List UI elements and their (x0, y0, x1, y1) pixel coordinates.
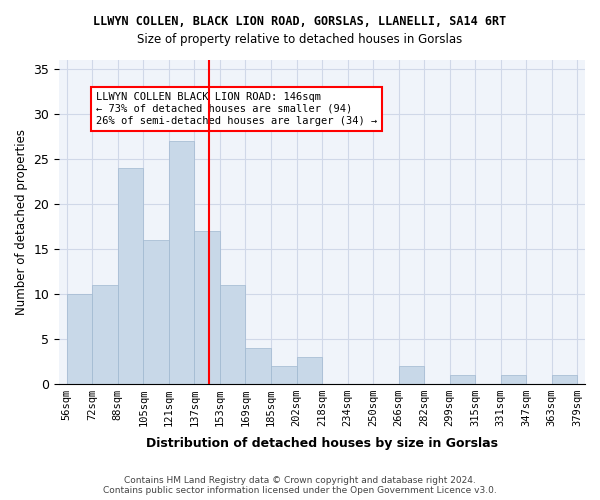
Bar (296, 356, 322, 384)
Text: LLWYN COLLEN BLACK LION ROAD: 146sqm
← 73% of detached houses are smaller (94)
2: LLWYN COLLEN BLACK LION ROAD: 146sqm ← 7… (96, 92, 377, 126)
Text: LLWYN COLLEN, BLACK LION ROAD, GORSLAS, LLANELLI, SA14 6RT: LLWYN COLLEN, BLACK LION ROAD, GORSLAS, … (94, 15, 506, 28)
Text: Size of property relative to detached houses in Gorslas: Size of property relative to detached ho… (137, 32, 463, 46)
Bar (118, 168, 143, 384)
Bar (450, 374, 475, 384)
X-axis label: Distribution of detached houses by size in Gorslas: Distribution of detached houses by size … (146, 437, 498, 450)
Bar (398, 366, 424, 384)
Bar (67, 294, 92, 384)
Y-axis label: Number of detached properties: Number of detached properties (15, 129, 28, 315)
Bar (194, 231, 220, 384)
Bar (271, 366, 296, 384)
Text: Contains HM Land Registry data © Crown copyright and database right 2024.
Contai: Contains HM Land Registry data © Crown c… (103, 476, 497, 495)
Bar (501, 374, 526, 384)
Bar (169, 141, 194, 384)
Bar (92, 284, 118, 384)
Bar (552, 374, 577, 384)
Bar (220, 284, 245, 384)
Bar (245, 348, 271, 384)
Bar (143, 240, 169, 384)
